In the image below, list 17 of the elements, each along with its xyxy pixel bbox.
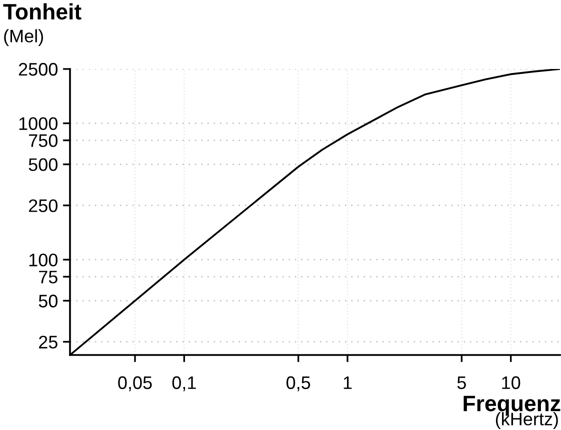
- x-tick-label: 5: [457, 376, 466, 390]
- y-tick-label: 100: [29, 254, 58, 266]
- x-tick-label: 10: [502, 376, 520, 390]
- y-tick-label: 500: [28, 158, 58, 172]
- text: (Mel): [4, 29, 43, 46]
- y-tick-label: 25: [39, 336, 58, 348]
- y-tick-label: 2500: [18, 62, 58, 76]
- y-tick-label: 750: [29, 134, 58, 148]
- y-tick-label: 1000: [19, 117, 58, 130]
- x-tick-label: 0,1: [172, 376, 196, 392]
- x-tick-label: 0,5: [286, 376, 310, 392]
- x-tick-label: 1: [344, 376, 352, 389]
- y-tick-label: 50: [38, 294, 58, 308]
- y-axis-title: Tonheit: [3, 3, 82, 20]
- y-tick-label: 250: [28, 199, 58, 212]
- x-tick-label: 0,05: [118, 376, 152, 392]
- y-tick-label: 75: [39, 270, 58, 284]
